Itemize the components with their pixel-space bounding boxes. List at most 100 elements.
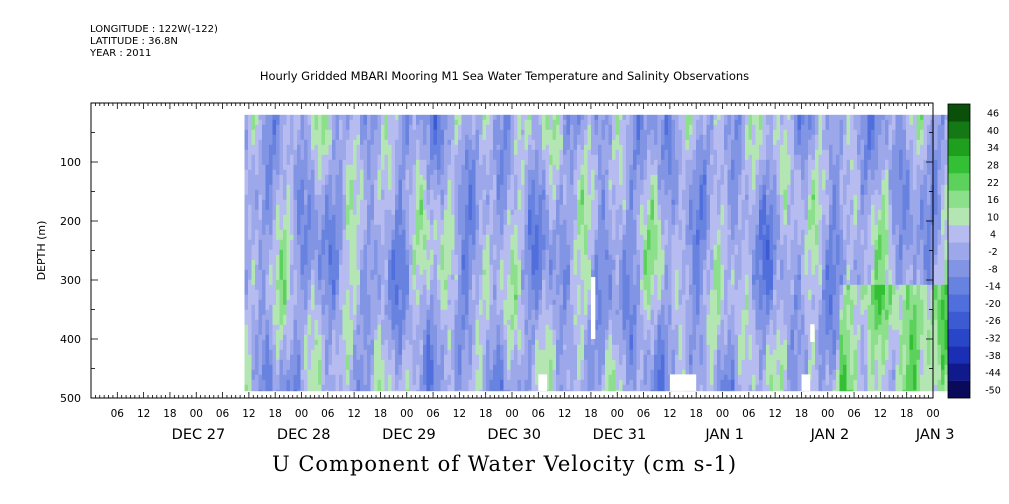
heatmap-cell bbox=[531, 294, 536, 301]
heatmap-cell bbox=[503, 339, 508, 346]
heatmap-cell bbox=[531, 279, 536, 286]
heatmap-cell bbox=[388, 319, 392, 326]
heatmap-cell bbox=[433, 274, 438, 281]
heatmap-cell bbox=[377, 259, 382, 266]
heatmap-cell bbox=[346, 259, 350, 266]
heatmap-cell bbox=[314, 204, 319, 211]
heatmap-cell bbox=[503, 354, 508, 361]
heatmap-cell bbox=[447, 319, 452, 326]
heatmap-cell bbox=[381, 319, 385, 326]
heatmap-cell bbox=[514, 244, 518, 251]
heatmap-cell bbox=[265, 324, 270, 331]
heatmap-cell bbox=[416, 224, 420, 231]
heatmap-cell bbox=[500, 319, 504, 326]
heatmap-cell bbox=[363, 269, 368, 276]
heatmap-cell bbox=[524, 289, 529, 296]
heatmap-cell bbox=[391, 169, 396, 176]
heatmap-cell bbox=[528, 174, 532, 181]
heatmap-cell bbox=[265, 279, 270, 286]
heatmap-cell bbox=[465, 139, 469, 146]
heatmap-cell bbox=[381, 264, 385, 271]
heatmap-cell bbox=[307, 374, 312, 381]
heatmap-cell bbox=[279, 199, 284, 206]
heatmap-cell bbox=[304, 334, 308, 341]
heatmap-cell bbox=[244, 214, 249, 221]
heatmap-cell bbox=[409, 214, 413, 221]
heatmap-cell bbox=[419, 169, 424, 176]
heatmap-cell bbox=[549, 224, 553, 231]
heatmap-cell bbox=[475, 374, 480, 381]
heatmap-cell bbox=[426, 189, 431, 196]
heatmap-cell bbox=[367, 144, 371, 151]
heatmap-cell bbox=[335, 129, 340, 136]
heatmap-cell bbox=[384, 289, 389, 296]
heatmap-cell bbox=[297, 254, 301, 261]
heatmap-cell bbox=[363, 224, 368, 231]
heatmap-cell bbox=[430, 134, 434, 141]
heatmap-cell bbox=[416, 164, 420, 171]
heatmap-cell bbox=[272, 314, 277, 321]
heatmap-cell bbox=[363, 369, 368, 376]
heatmap-cell bbox=[552, 384, 557, 391]
heatmap-cell bbox=[475, 349, 480, 356]
heatmap-cell bbox=[388, 249, 392, 256]
heatmap-cell bbox=[265, 289, 270, 296]
heatmap-cell bbox=[377, 119, 382, 126]
heatmap-cell bbox=[272, 189, 277, 196]
heatmap-cell bbox=[332, 304, 336, 311]
heatmap-cell bbox=[381, 284, 385, 291]
heatmap-cell bbox=[447, 344, 452, 351]
heatmap-cell bbox=[440, 159, 445, 166]
heatmap-cell bbox=[430, 274, 434, 281]
heatmap-cell bbox=[276, 354, 280, 361]
heatmap-cell bbox=[468, 329, 473, 336]
heatmap-cell bbox=[416, 349, 420, 356]
heatmap-cell bbox=[342, 264, 347, 271]
heatmap-cell bbox=[528, 324, 532, 331]
heatmap-cell bbox=[265, 184, 270, 191]
heatmap-cell bbox=[360, 369, 364, 376]
heatmap-cell bbox=[367, 314, 371, 321]
heatmap-cell bbox=[346, 239, 350, 246]
heatmap-cell bbox=[405, 194, 410, 201]
heatmap-cell bbox=[388, 264, 392, 271]
heatmap-cell bbox=[405, 334, 410, 341]
heatmap-cell bbox=[552, 354, 557, 361]
heatmap-cell bbox=[251, 344, 256, 351]
heatmap-cell bbox=[265, 364, 270, 371]
heatmap-cell bbox=[468, 294, 473, 301]
heatmap-cell bbox=[332, 379, 336, 386]
heatmap-cell bbox=[447, 294, 452, 301]
heatmap-cell bbox=[437, 129, 441, 136]
heatmap-cell bbox=[475, 194, 480, 201]
heatmap-cell bbox=[444, 134, 448, 141]
heatmap-cell bbox=[500, 124, 504, 131]
heatmap-cell bbox=[248, 254, 252, 261]
heatmap-cell bbox=[374, 229, 378, 236]
heatmap-cell bbox=[398, 309, 403, 316]
heatmap-cell bbox=[510, 154, 515, 161]
heatmap-cell bbox=[286, 359, 291, 366]
heatmap-cell bbox=[433, 289, 438, 296]
heatmap-cell bbox=[430, 124, 434, 131]
heatmap-cell bbox=[479, 269, 483, 276]
heatmap-cell bbox=[493, 289, 497, 296]
heatmap-cell bbox=[416, 299, 420, 306]
heatmap-cell bbox=[549, 184, 553, 191]
heatmap-cell bbox=[528, 139, 532, 146]
heatmap-cell bbox=[475, 164, 480, 171]
heatmap-cell bbox=[251, 114, 256, 121]
heatmap-cell bbox=[486, 279, 490, 286]
heatmap-cell bbox=[468, 349, 473, 356]
heatmap-cell bbox=[286, 264, 291, 271]
heatmap-cell bbox=[493, 254, 497, 261]
heatmap-cell bbox=[325, 369, 329, 376]
heatmap-cell bbox=[528, 159, 532, 166]
heatmap-cell bbox=[328, 294, 333, 301]
heatmap-cell bbox=[496, 249, 501, 256]
heatmap-cell bbox=[489, 334, 494, 341]
heatmap-cell bbox=[276, 189, 280, 196]
heatmap-cell bbox=[510, 369, 515, 376]
heatmap-cell bbox=[545, 124, 550, 131]
heatmap-cell bbox=[531, 384, 536, 391]
